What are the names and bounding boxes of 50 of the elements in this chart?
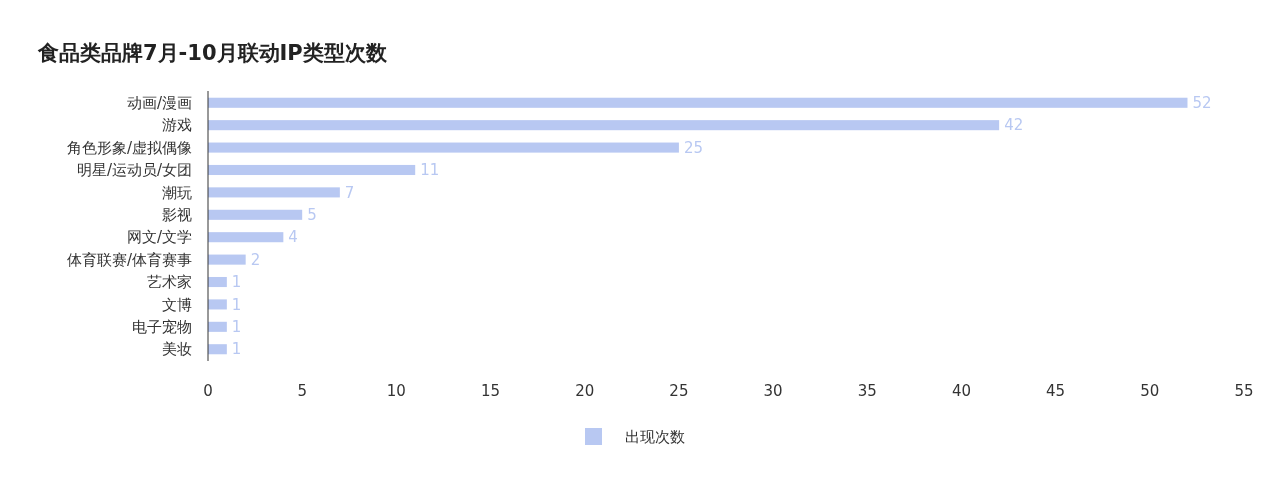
y-tick-label: 电子宠物 (132, 318, 192, 337)
bar (208, 120, 1000, 131)
bar (208, 321, 227, 332)
data-label: 5 (307, 206, 317, 225)
bar (208, 344, 227, 355)
x-tick-label: 35 (857, 382, 877, 400)
y-tick-label: 角色形象/虚拟偶像 (66, 138, 192, 157)
bar (208, 97, 1188, 108)
data-label: 52 (1192, 94, 1212, 113)
y-tick-label: 影视 (162, 206, 192, 225)
data-label: 4 (288, 228, 298, 247)
y-tick-label: 艺术家 (147, 273, 192, 292)
y-tick-label: 游戏 (162, 116, 192, 135)
x-tick-label: 20 (575, 382, 595, 400)
data-label: 1 (231, 318, 242, 337)
x-tick-label: 45 (1046, 382, 1066, 400)
x-tick-label: 25 (669, 382, 689, 400)
bar (208, 232, 284, 243)
data-label: 1 (231, 340, 242, 359)
data-label: 1 (231, 273, 242, 292)
chart-title: 食品类品牌7月-10月联动IP类型次数 (37, 41, 388, 65)
data-label: 7 (344, 183, 355, 202)
bar (208, 276, 227, 288)
x-tick-label: 15 (481, 382, 501, 400)
x-tick-label: 5 (297, 382, 307, 400)
data-label: 11 (420, 161, 440, 180)
y-tick-label: 潮玩 (162, 183, 192, 202)
y-tick-label: 网文/文学 (126, 228, 192, 247)
bar (208, 142, 679, 153)
data-label: 25 (683, 138, 703, 157)
data-label: 1 (231, 295, 242, 314)
legend-label: 出现次数 (625, 428, 685, 447)
x-tick-label: 40 (951, 382, 971, 400)
y-tick-label: 明星/运动员/女团 (76, 161, 192, 180)
bar (208, 254, 246, 265)
data-label: 2 (250, 250, 261, 269)
y-tick-label: 动画/漫画 (126, 94, 192, 113)
y-tick-label: 体育联赛/体育赛事 (66, 250, 192, 269)
bar (208, 187, 340, 198)
x-tick-label: 50 (1140, 382, 1160, 400)
bar (208, 209, 303, 220)
y-tick-label: 文博 (162, 295, 192, 314)
data-label: 42 (1004, 116, 1024, 135)
bar (208, 299, 227, 310)
bar (208, 164, 416, 176)
x-tick-label: 0 (203, 382, 213, 400)
y-tick-label: 美妆 (162, 340, 192, 359)
x-tick-label: 55 (1234, 382, 1254, 400)
x-tick-label: 30 (763, 382, 783, 400)
x-tick-label: 10 (386, 382, 406, 400)
